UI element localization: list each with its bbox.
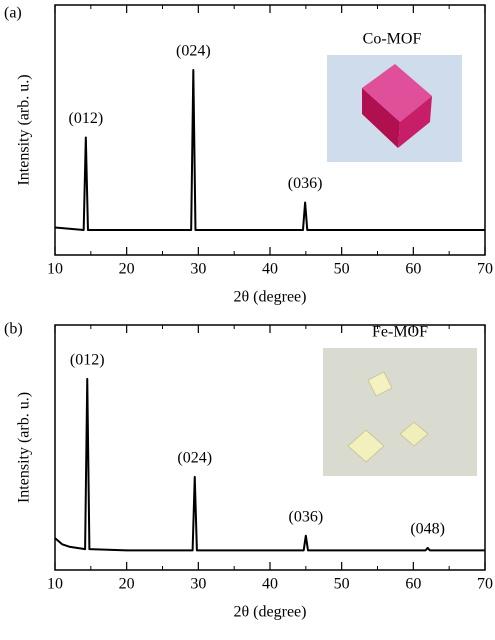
x-tick-label: 30	[190, 261, 206, 278]
peak-label: (024)	[176, 43, 211, 60]
x-axis-label: 2θ (degree)	[234, 289, 307, 306]
peak-label: (012)	[70, 352, 105, 369]
x-tick-label: 60	[405, 576, 421, 593]
x-tick-label: 20	[119, 261, 135, 278]
peak-label: (036)	[289, 508, 324, 525]
peak-label: (024)	[177, 450, 212, 467]
panel-label: (b)	[4, 321, 23, 338]
figure: 10 20 30 40 50 60 70 2θ (degree) Intensity (arb.…	[0, 0, 495, 640]
x-axis-label: 2θ (degree)	[234, 604, 307, 621]
panel-label: (a)	[4, 5, 22, 22]
peak-label: (048)	[410, 521, 445, 538]
photo-co-mof	[327, 55, 462, 162]
x-tick-label: 20	[119, 576, 135, 593]
x-tick-label: 30	[190, 576, 206, 593]
y-axis-label: Intensity (arb. u.)	[16, 392, 33, 503]
y-axis-label: Intensity (arb. u.)	[16, 74, 33, 185]
x-tick-label: 50	[334, 576, 350, 593]
x-tick-label: 10	[47, 576, 63, 593]
peak-label: (012)	[68, 110, 103, 127]
x-tick-label: 10	[47, 261, 63, 278]
x-tick-label: 40	[262, 576, 278, 593]
x-tick-label: 50	[334, 261, 350, 278]
x-tick-label: 40	[262, 261, 278, 278]
x-tick-label: 70	[477, 576, 493, 593]
sample-label: Co-MOF	[363, 31, 422, 48]
peak-label: (036)	[288, 175, 323, 192]
sample-label: Fe-MOF	[372, 324, 428, 341]
x-tick-label: 60	[405, 261, 421, 278]
photo-fe-mof	[323, 348, 477, 476]
x-tick-label: 70	[477, 261, 493, 278]
